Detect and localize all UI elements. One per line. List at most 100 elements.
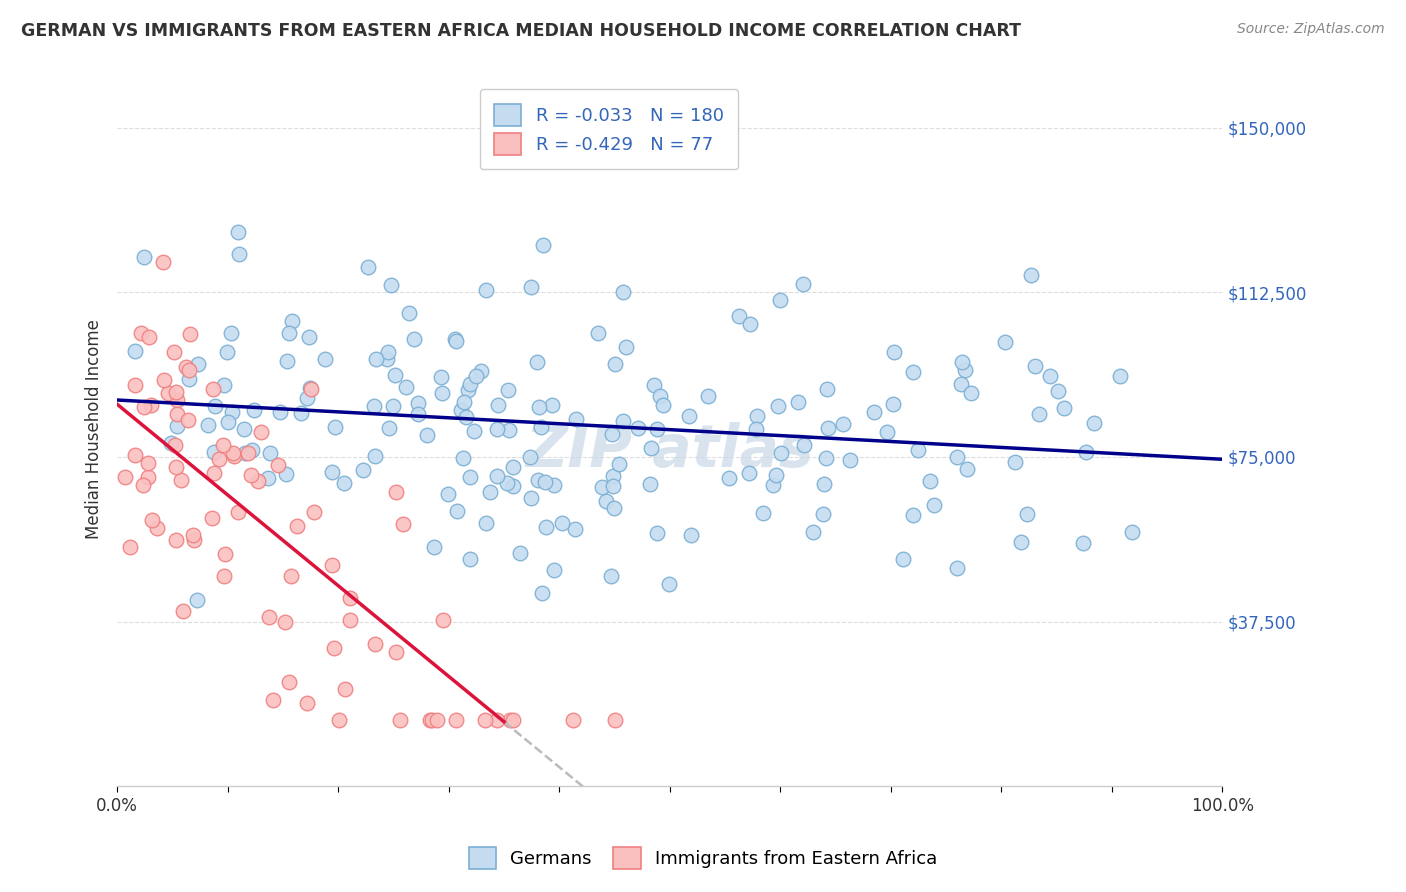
Point [474,714,496,728]
Point [302,505,325,519]
Point [1019,268,1042,282]
Text: GERMAN VS IMMIGRANTS FROM EASTERN AFRICA MEDIAN HOUSEHOLD INCOME CORRELATION CHA: GERMAN VS IMMIGRANTS FROM EASTERN AFRICA… [21,22,1021,40]
Point [132,400,155,414]
Point [458,469,481,483]
Point [384,368,406,383]
Point [815,382,838,396]
Point [529,400,551,414]
Point [762,478,785,492]
Point [603,500,626,515]
Point [956,462,979,476]
Point [186,593,208,607]
Point [165,384,187,399]
Point [863,405,886,419]
Point [1053,401,1076,415]
Point [752,506,775,520]
Point [179,363,201,377]
Point [486,398,509,412]
Point [299,382,322,396]
Point [1083,416,1105,430]
Point [876,425,898,439]
Point [138,330,160,344]
Point [375,352,398,367]
Point [918,474,941,488]
Point [226,225,249,239]
Point [485,422,508,436]
Point [259,610,281,624]
Point [769,446,792,460]
Point [638,477,661,491]
Point [562,714,585,728]
Point [163,345,186,359]
Point [352,463,374,477]
Point [451,451,474,466]
Point [463,425,485,439]
Point [612,285,634,299]
Point [509,546,531,560]
Point [496,384,519,398]
Point [406,407,429,421]
Point [586,326,609,340]
Point [658,577,681,591]
Point [181,528,204,542]
Point [953,362,976,376]
Point [221,446,243,460]
Point [600,426,623,441]
Point [496,475,519,490]
Point [498,714,520,728]
Point [276,353,298,368]
Point [183,533,205,547]
Point [994,335,1017,350]
Point [124,343,146,358]
Point [339,613,361,627]
Point [1071,536,1094,550]
Point [299,381,322,395]
Point [378,421,401,435]
Point [745,409,768,423]
Point [364,450,387,464]
Point [456,409,478,424]
Point [202,466,225,480]
Point [950,377,973,392]
Point [281,314,304,328]
Point [602,468,624,483]
Point [460,552,482,566]
Point [502,714,524,728]
Point [817,420,839,434]
Point [278,326,301,340]
Legend: R = -0.033   N = 180, R = -0.429   N = 77: R = -0.033 N = 180, R = -0.429 N = 77 [479,89,738,169]
Point [197,417,219,432]
Point [157,386,180,401]
Point [274,615,297,629]
Point [420,714,443,728]
Point [474,516,496,530]
Point [600,569,623,583]
Point [444,714,467,728]
Point [240,443,263,458]
Point [519,450,541,465]
Point [526,474,548,488]
Point [727,309,749,323]
Point [377,344,399,359]
Point [603,714,626,728]
Point [314,352,336,367]
Point [903,365,925,379]
Point [738,318,761,332]
Y-axis label: Median Household Income: Median Household Income [86,319,103,540]
Point [595,493,617,508]
Point [1004,455,1026,469]
Legend: Germans, Immigrants from Eastern Africa: Germans, Immigrants from Eastern Africa [460,838,946,879]
Point [274,467,297,481]
Point [159,436,181,450]
Point [174,359,197,374]
Point [945,561,967,575]
Point [398,306,420,320]
Point [163,438,186,452]
Point [564,522,586,536]
Point [718,471,741,485]
Point [179,372,201,386]
Point [950,354,973,368]
Point [696,388,718,402]
Point [813,476,835,491]
Point [1074,445,1097,459]
